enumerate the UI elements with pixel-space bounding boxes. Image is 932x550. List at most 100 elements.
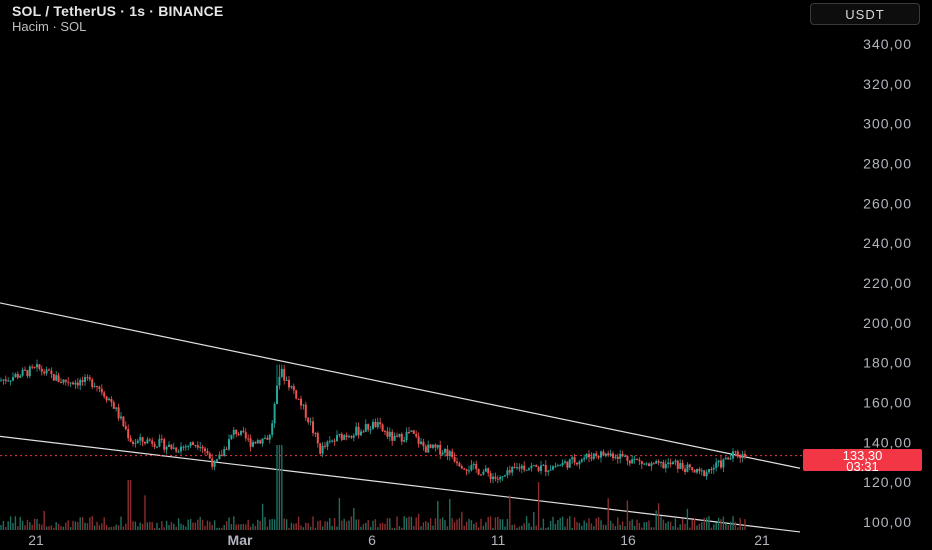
volume-bar [93, 525, 96, 530]
candle-body [280, 369, 283, 377]
volume-bar [189, 518, 192, 530]
candle-body [609, 453, 612, 456]
candle-body [496, 478, 499, 480]
volume-bar [660, 516, 662, 530]
volume-bar [331, 525, 333, 530]
volume-bar [626, 500, 629, 530]
volume-bar [578, 523, 581, 530]
price-axis-label: 140,00 [863, 434, 912, 450]
candle-body [415, 433, 418, 437]
volume-bar [2, 520, 5, 530]
candle-body [300, 398, 302, 406]
volume-bar [125, 523, 127, 530]
upper-channel-line[interactable] [0, 302, 801, 469]
candle-body [537, 466, 540, 471]
volume-bar [362, 524, 365, 530]
volume-bar [367, 520, 369, 530]
candle-body [7, 380, 10, 382]
volume-bar [365, 522, 367, 530]
volume-bar [619, 524, 621, 530]
candle-body [465, 469, 468, 472]
candle-body [110, 398, 113, 403]
volume-bar [398, 526, 401, 530]
volume-bar [132, 521, 134, 530]
currency-button[interactable]: USDT [810, 3, 920, 25]
volume-bar [77, 522, 79, 530]
volume-bar [393, 527, 396, 530]
candle-body [223, 449, 226, 457]
candle-body [357, 426, 360, 436]
candle-body [530, 465, 533, 469]
candle-body [441, 452, 444, 455]
candle-body [208, 453, 211, 459]
volume-bar [389, 518, 391, 530]
volume-bar [705, 517, 708, 530]
volume-bar [453, 522, 456, 530]
candle-body [494, 476, 497, 479]
candle-body [734, 451, 737, 453]
volume-bar [446, 526, 449, 530]
volume-bar [434, 518, 437, 530]
candle-body [547, 470, 550, 472]
volume-bar [307, 523, 309, 530]
candle-body [338, 433, 341, 436]
candle-body [237, 434, 240, 436]
volume-bar [739, 518, 741, 530]
volume-bar [609, 520, 612, 530]
volume-bar [540, 527, 542, 530]
volume-bar [585, 522, 588, 530]
volume-bar [648, 520, 650, 530]
volume-bar [278, 445, 281, 530]
candle-body [372, 421, 374, 430]
price-axis[interactable]: 100,00 120,00 140,00 160,00 180,00 200,00 220,… [863, 36, 912, 530]
volume-bar [614, 526, 617, 530]
candle-body [324, 445, 326, 447]
volume-bar [489, 516, 492, 530]
volume-bar [458, 517, 461, 530]
lower-channel-line[interactable] [0, 435, 801, 533]
candle-body [228, 439, 230, 450]
candle-body [247, 438, 250, 440]
volume-bar [89, 517, 91, 530]
volume-bar [324, 521, 326, 530]
volume-bar [657, 503, 660, 530]
candle-body [504, 475, 506, 477]
volume-bar [369, 526, 372, 530]
candle-body [312, 421, 314, 434]
volume-bar [557, 519, 559, 530]
volume-bar [194, 522, 197, 530]
candle-body [684, 468, 686, 472]
volume-bar [17, 526, 19, 530]
time-axis[interactable]: 21 Mar 6 11 16 21 [28, 532, 770, 548]
candle-body [220, 454, 223, 457]
candle-body [345, 435, 348, 437]
volume-bar [701, 522, 703, 530]
candle-body [192, 442, 194, 446]
candle-body [276, 385, 278, 404]
volume-bar [305, 522, 307, 530]
candle-body [187, 445, 190, 447]
volume-bar [602, 524, 605, 530]
candle-body [264, 437, 266, 439]
candle-body [244, 432, 247, 439]
volume-bar [686, 508, 689, 530]
volume-bar [156, 522, 158, 530]
candle-body [391, 431, 394, 441]
volume-bar [717, 517, 720, 530]
volume-label[interactable]: Hacim · SOL [12, 19, 87, 34]
candle-body [564, 461, 566, 463]
candle-body [506, 470, 509, 476]
candle-body [14, 374, 17, 378]
symbol-title[interactable]: SOL / TetherUS · 1s · BINANCE [12, 3, 224, 19]
candle-body [436, 444, 439, 448]
volume-bar [581, 525, 583, 530]
volume-bar [209, 521, 211, 530]
volume-bar [645, 521, 648, 530]
price-axis-label: 320,00 [863, 76, 912, 92]
volume-bar [185, 526, 187, 530]
volume-bar [432, 525, 434, 530]
volume-bar [201, 519, 204, 530]
volume-bar [696, 525, 698, 530]
volume-bar [593, 526, 595, 530]
